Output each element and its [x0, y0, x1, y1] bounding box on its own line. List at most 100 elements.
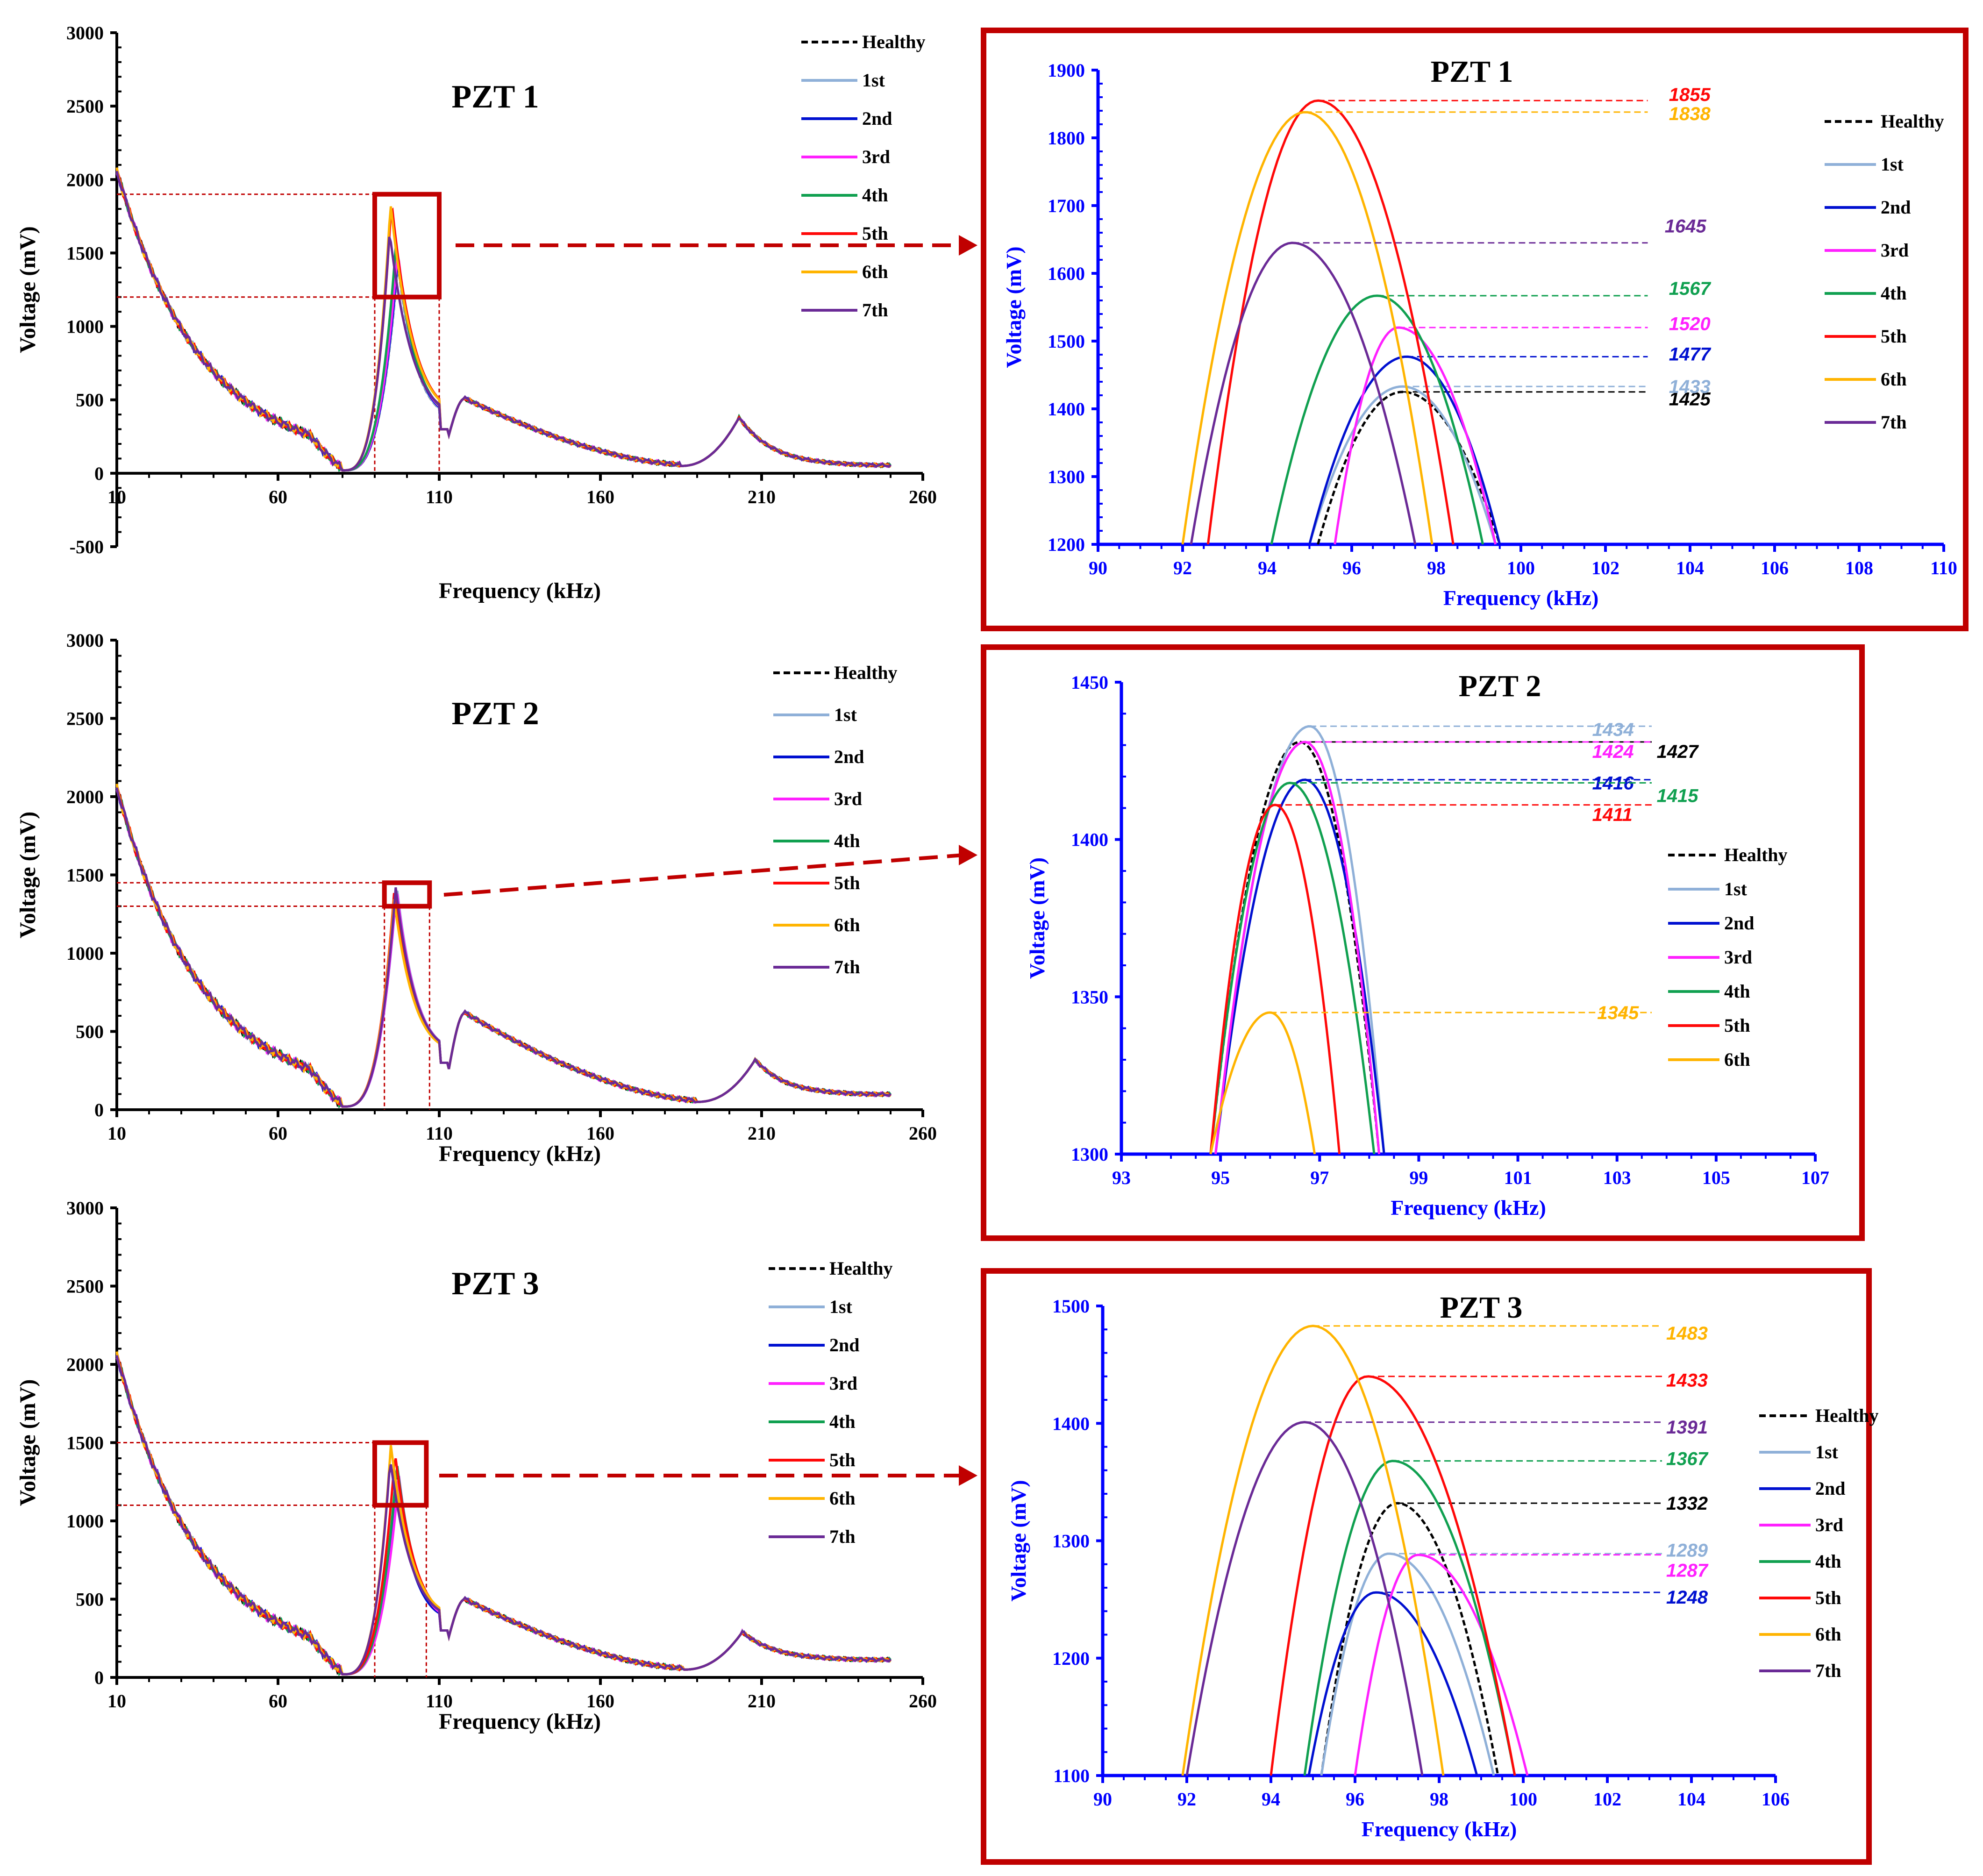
peak-value-label-2nd: 1248: [1666, 1587, 1708, 1608]
legend-label-1st: 1st: [862, 70, 885, 91]
y-tick-label: 500: [76, 390, 104, 411]
series-1st: [115, 785, 892, 1108]
x-tick-label: 210: [748, 1123, 776, 1144]
peak-value-label-4th: 1567: [1669, 278, 1712, 299]
x-tick-label: 160: [586, 486, 614, 507]
y-tick-label: 2500: [66, 708, 104, 729]
zoom-box: [372, 1440, 429, 1508]
peak-value-label-1st: 1433: [1669, 377, 1711, 397]
series-1st: [1214, 725, 1385, 1155]
legend-label-healthy: Healthy: [829, 1258, 893, 1279]
x-axis-title: Frequency (kHz): [439, 1141, 601, 1166]
y-tick-label: 500: [76, 1589, 104, 1610]
legend-label-6th: 6th: [1815, 1624, 1841, 1645]
y-tick-label: 2500: [66, 1276, 104, 1297]
x-axis-title: Frequency (kHz): [1362, 1817, 1517, 1841]
zoom-panel-frame: [981, 1268, 1872, 1865]
series-6th: [1181, 111, 1434, 545]
x-tick-label: 96: [1342, 557, 1361, 578]
legend-label-1st: 1st: [834, 704, 857, 725]
legend-label-7th: 7th: [1815, 1660, 1841, 1681]
x-axis-title: Frequency (kHz): [1443, 586, 1599, 610]
legend-label-6th: 6th: [1724, 1049, 1750, 1070]
peak-value-label-3rd: 1424: [1592, 742, 1634, 762]
x-tick-label: 94: [1262, 1789, 1280, 1810]
series-5th: [115, 784, 892, 1108]
connector-arrowhead-3: [959, 1465, 977, 1486]
x-tick-label: 104: [1677, 1789, 1705, 1810]
peak-value-label-7th: 1391: [1666, 1417, 1708, 1438]
series-4th: [1303, 1460, 1516, 1776]
chart-title: PZT 3: [1440, 1291, 1523, 1325]
zoom-box: [372, 192, 442, 300]
zoom-box: [382, 880, 432, 909]
x-tick-label: 102: [1591, 557, 1619, 578]
series-3rd: [115, 172, 891, 472]
series-4th: [115, 788, 892, 1109]
series-4th: [115, 171, 892, 472]
zoom-panel-frame: [981, 644, 1865, 1241]
y-tick-label: 1200: [1048, 534, 1085, 555]
peak-value-label-5th: 1855: [1669, 85, 1711, 105]
series-2nd: [115, 1355, 892, 1676]
y-axis-title: Voltage (mV): [1006, 1480, 1030, 1601]
x-tick-label: 98: [1430, 1789, 1448, 1810]
legend-label-2nd: 2nd: [829, 1334, 860, 1355]
x-tick-label: 104: [1676, 557, 1704, 578]
series-6th: [115, 167, 891, 472]
series-6th: [1181, 1325, 1445, 1776]
connector-arrowhead-2: [959, 845, 977, 865]
legend-label-5th: 5th: [862, 223, 888, 244]
legend-label-2nd: 2nd: [1724, 913, 1755, 934]
series-7th: [115, 171, 892, 472]
y-tick-label: 1000: [66, 943, 104, 964]
y-tick-label: 1400: [1052, 1413, 1090, 1434]
peak-value-label-6th: 1483: [1666, 1323, 1708, 1344]
y-tick-label: 1400: [1071, 829, 1108, 850]
peak-value-label-5th: 1433: [1666, 1370, 1708, 1391]
series-3rd: [1214, 741, 1381, 1155]
x-tick-label: 110: [426, 1123, 453, 1144]
legend-label-3rd: 3rd: [1881, 240, 1909, 261]
y-tick-label: 1100: [1053, 1765, 1090, 1786]
x-tick-label: 90: [1093, 1789, 1112, 1810]
peak-value-label-3rd: 1520: [1669, 314, 1711, 334]
peak-value-label-1st: 1289: [1666, 1541, 1708, 1561]
peak-value-label-5th: 1411: [1592, 805, 1633, 825]
legend-label-4th: 4th: [829, 1411, 856, 1432]
series-7th: [115, 787, 892, 1108]
x-tick-label: 107: [1801, 1167, 1829, 1188]
legend-label-6th: 6th: [862, 261, 888, 282]
legend-label-4th: 4th: [1881, 283, 1907, 304]
series-healthy: [1317, 391, 1501, 545]
y-tick-label: 0: [94, 463, 104, 484]
peak-value-label-7th: 1645: [1665, 216, 1707, 237]
x-tick-label: 97: [1310, 1167, 1329, 1188]
series-healthy: [115, 170, 891, 472]
peak-value-label-4th: 1415: [1657, 785, 1699, 806]
series-healthy: [1320, 1502, 1499, 1776]
connector-arrowhead-1: [959, 235, 977, 256]
y-tick-label: 1300: [1048, 466, 1085, 487]
x-tick-label: 96: [1346, 1789, 1364, 1810]
chart-zoom-pzt1: 1200 1300 1400 1500 1600 1700 1800 1900 90 92 94 96…: [981, 28, 1969, 631]
series-1st: [115, 1353, 892, 1676]
y-axis-title: Voltage (mV): [1002, 246, 1026, 368]
x-tick-label: 106: [1762, 1789, 1790, 1810]
x-tick-label: 99: [1409, 1167, 1428, 1188]
legend-label-7th: 7th: [829, 1526, 856, 1547]
series-5th: [1206, 99, 1455, 545]
y-tick-label: 0: [94, 1099, 104, 1120]
x-tick-label: 92: [1173, 557, 1192, 578]
legend-label-7th: 7th: [1881, 412, 1907, 433]
legend-label-3rd: 3rd: [834, 788, 862, 809]
legend-label-3rd: 3rd: [862, 146, 890, 167]
chart-full-pzt2: 0 500 1000 1500 2000 2500 3000 10 60 110 160 210 260…: [15, 630, 937, 1166]
peak-value-label-healthy: 1425: [1669, 389, 1711, 409]
y-tick-label: 1400: [1048, 399, 1085, 420]
x-axis-title: Frequency (kHz): [1391, 1196, 1546, 1220]
peak-value-label-4th: 1367: [1666, 1449, 1709, 1469]
chart-full-pzt1: -500 0 500 1000 1500 2000 2500 3000 10 60 110 160 21…: [15, 22, 937, 603]
x-tick-label: 100: [1507, 557, 1535, 578]
x-tick-label: 260: [909, 1691, 937, 1712]
